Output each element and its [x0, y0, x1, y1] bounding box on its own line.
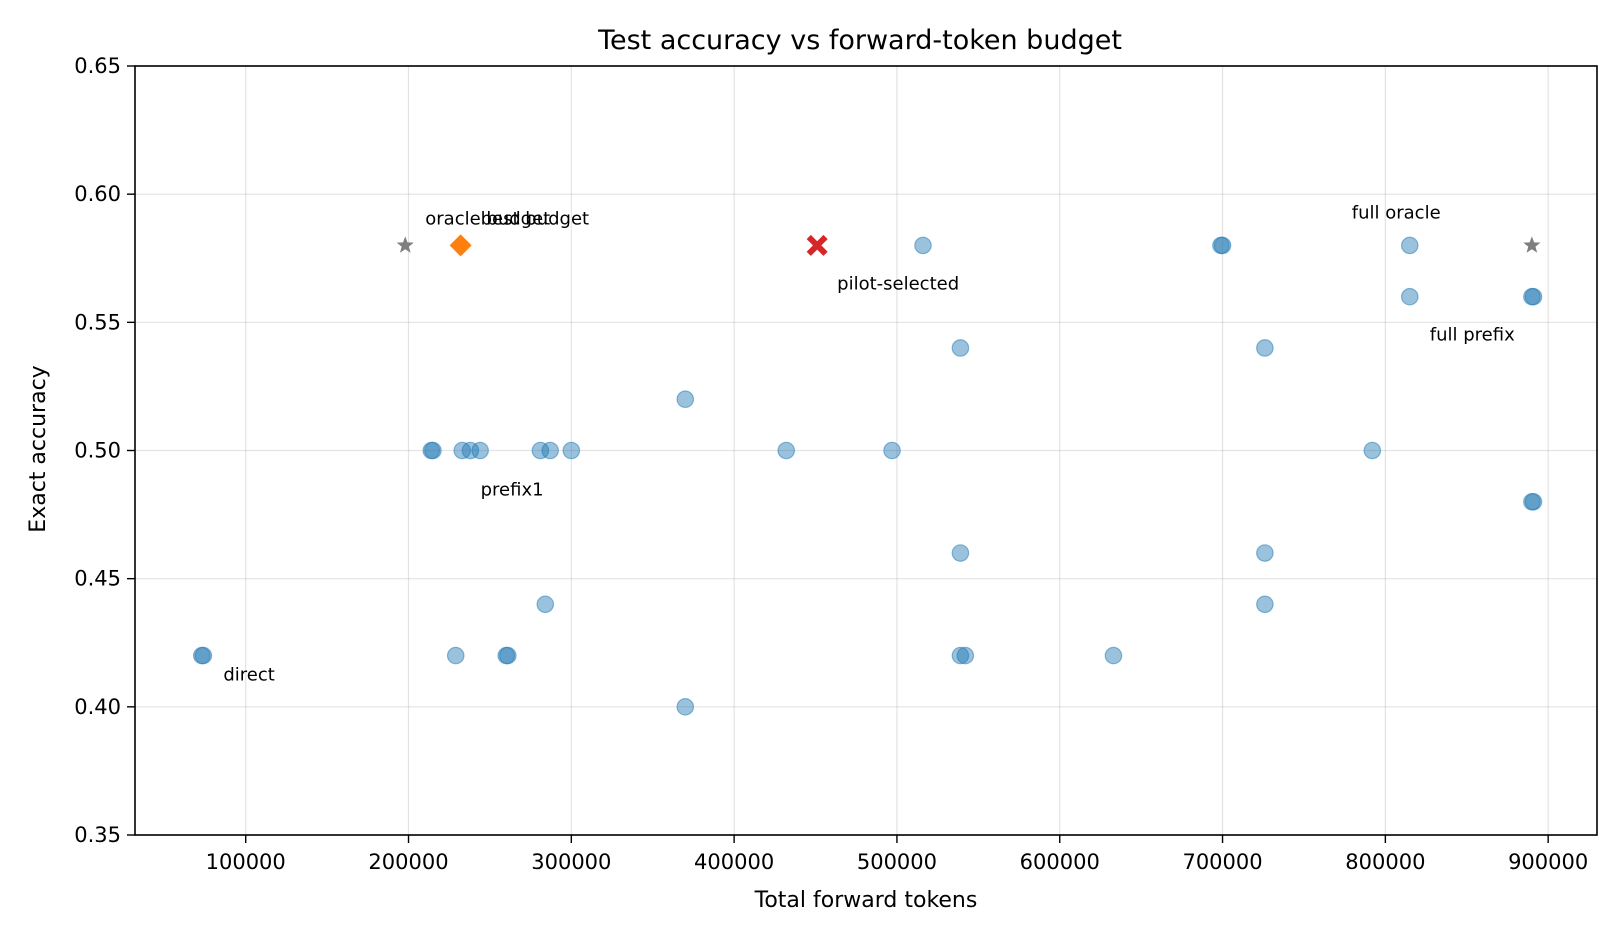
annotation-label: prefix1	[481, 480, 544, 501]
oracle-marker	[1523, 236, 1541, 253]
data-point	[1400, 287, 1419, 306]
data-point	[471, 441, 489, 460]
data-point	[424, 441, 442, 460]
data-point	[951, 646, 970, 665]
data-point	[541, 441, 559, 460]
data-point	[1104, 646, 1123, 665]
x-tick-label: 900000	[1508, 850, 1588, 874]
annotation-label: full oracle	[1352, 202, 1441, 223]
y-tick-label: 0.60	[74, 182, 121, 206]
data-point	[676, 698, 695, 716]
x-tick-label: 100000	[206, 850, 286, 874]
x-tick-label: 700000	[1182, 850, 1262, 874]
data-point	[956, 646, 975, 665]
data-point	[951, 339, 970, 357]
data-point	[883, 441, 901, 460]
data-point	[461, 441, 480, 460]
data-point	[1363, 441, 1382, 460]
chart-title: Test accuracy vs forward-token budget	[597, 25, 1122, 56]
data-point	[676, 390, 695, 409]
data-point	[777, 441, 796, 460]
annotation-label: oracle budget	[425, 208, 550, 229]
x-tick-label: 300000	[531, 850, 611, 874]
data-point	[531, 441, 550, 460]
data-points	[192, 234, 1543, 716]
annotation-label: direct	[223, 665, 274, 686]
x-axis-label: Total forward tokens	[754, 888, 978, 913]
annotation-label: full prefix	[1430, 325, 1515, 346]
x-tick-label: 200000	[368, 850, 448, 874]
pilot-selected-marker	[806, 234, 828, 256]
data-point	[1256, 339, 1274, 357]
y-tick-label: 0.40	[74, 695, 121, 719]
data-point	[536, 595, 555, 614]
data-point	[446, 646, 465, 665]
data-point	[951, 544, 970, 562]
annotation-label: best budget	[481, 208, 589, 229]
data-point	[914, 236, 932, 255]
data-point	[1256, 595, 1274, 614]
x-tick-label: 500000	[857, 850, 937, 874]
data-point	[1213, 236, 1232, 255]
y-tick-label: 0.35	[74, 823, 121, 847]
x-axis-ticks: 100000 200000 300000 400000 500000 600000 7000…	[206, 835, 1588, 874]
data-point	[1400, 236, 1419, 255]
y-tick-label: 0.55	[74, 310, 121, 334]
x-tick-label: 800000	[1345, 850, 1425, 874]
data-point	[1524, 492, 1543, 511]
x-tick-label: 400000	[694, 850, 774, 874]
x-tick-label: 600000	[1020, 850, 1100, 874]
oracle-marker	[396, 236, 414, 253]
best-budget-marker	[449, 234, 472, 257]
data-point	[499, 646, 517, 665]
annotation-label: pilot-selected	[837, 273, 959, 294]
data-point	[1256, 544, 1274, 562]
y-tick-label: 0.45	[74, 567, 121, 591]
data-point	[194, 646, 213, 665]
data-point	[562, 441, 581, 460]
y-tick-label: 0.50	[74, 439, 121, 463]
y-tick-label: 0.65	[74, 54, 121, 78]
y-axis-label: Exact accuracy	[26, 365, 51, 532]
y-axis-ticks: 0.35 0.40 0.45 0.50 0.55 0.60 0.65	[74, 54, 135, 847]
data-point	[1524, 287, 1543, 306]
